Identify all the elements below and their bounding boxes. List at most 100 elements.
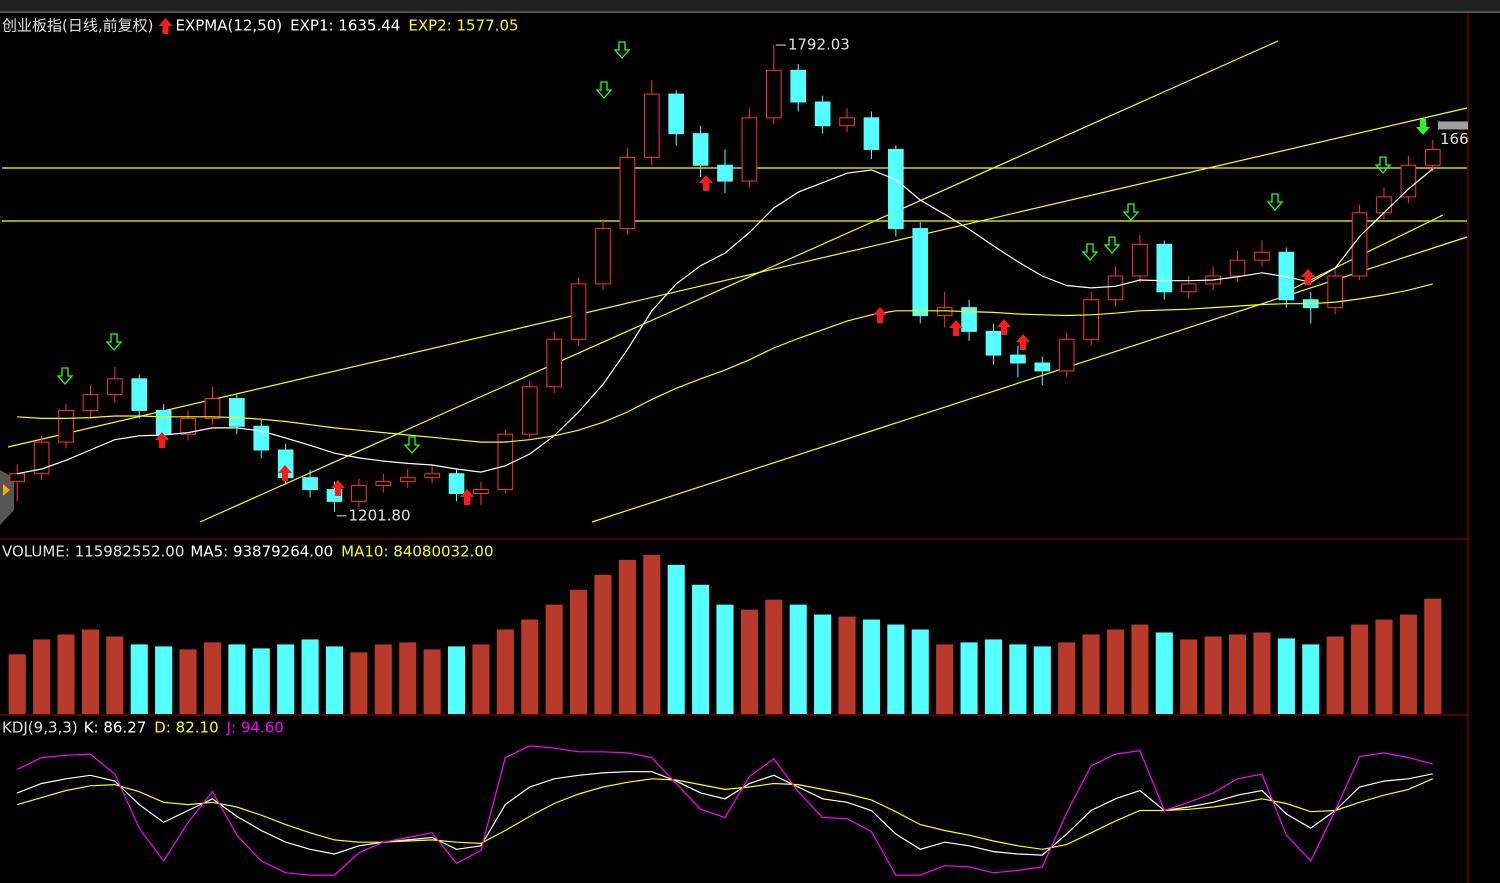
drawing-lines <box>2 40 1468 523</box>
indicator-line <box>17 283 1433 443</box>
volume-bar <box>1155 632 1173 714</box>
volume-bar <box>667 564 685 714</box>
indicator-line <box>17 168 1434 475</box>
annotation-label: 1201.80 <box>348 506 410 524</box>
trend-line <box>199 40 1279 523</box>
volume-bar <box>1106 629 1125 714</box>
volume-bar <box>740 609 758 714</box>
volume-bar <box>1204 636 1222 714</box>
candle-body <box>375 481 392 487</box>
plots: 1792.03 1201.80 166 <box>8 36 1469 876</box>
volume-bar <box>1424 598 1442 714</box>
volume-bar <box>81 629 99 714</box>
volume-bar <box>252 648 270 714</box>
volume-bar <box>1131 624 1149 714</box>
candle-body <box>985 330 1002 356</box>
volume-bar <box>1229 634 1247 714</box>
candle-body <box>351 485 367 502</box>
volume-bar <box>179 649 197 714</box>
price-tag: 166 <box>1440 130 1469 148</box>
volume-bar <box>716 604 734 714</box>
volume-bar <box>1180 639 1198 714</box>
candle-body <box>1083 299 1099 340</box>
volume-bar <box>618 559 636 714</box>
volume-bar <box>594 574 612 714</box>
candle-body <box>399 477 416 483</box>
legend-entry: EXPMA(12,50) <box>175 17 282 35</box>
volume-bar <box>228 644 246 714</box>
volume-bar <box>203 642 221 714</box>
candle-body <box>302 477 318 491</box>
volume-bar <box>911 629 929 714</box>
candle-body <box>180 417 196 435</box>
side-handle-arrow[interactable] <box>3 484 10 496</box>
candle-body <box>82 394 99 411</box>
volume-bar <box>1351 624 1369 714</box>
volume-bar <box>301 639 319 714</box>
candle-body <box>717 164 733 182</box>
candle-body <box>741 117 758 182</box>
volume-bar <box>1399 614 1417 714</box>
candle-body <box>1229 259 1246 277</box>
volume-bar <box>838 616 856 714</box>
volume-bar <box>472 644 490 714</box>
volume-bar <box>1009 644 1027 714</box>
volume-bar <box>130 644 148 714</box>
candle-body <box>765 69 782 119</box>
candle-body <box>1058 338 1075 372</box>
volume-bar <box>789 604 807 714</box>
candle-body <box>1034 362 1051 372</box>
volume-bar <box>8 654 26 714</box>
candle-body <box>326 489 343 502</box>
volume-bar <box>57 634 75 714</box>
candle-body <box>1180 283 1197 293</box>
volume-bar <box>1375 619 1393 714</box>
candle-body <box>1010 354 1026 364</box>
menu-bar <box>0 0 1500 11</box>
candle-body <box>448 473 465 494</box>
candle-body <box>424 473 440 479</box>
candle-body <box>473 489 489 494</box>
candle-body <box>595 228 611 285</box>
candle-body <box>131 378 148 411</box>
volume-bar <box>374 644 392 714</box>
price-tag-box <box>1438 121 1468 130</box>
candle-body <box>155 409 172 435</box>
candle-body <box>1376 196 1392 214</box>
candle-body <box>1400 164 1417 198</box>
indicator-line <box>17 778 1434 850</box>
volume-bar <box>399 642 417 714</box>
volume-bar <box>521 619 539 714</box>
volume-bar <box>155 646 173 714</box>
volume-bar <box>887 624 905 714</box>
volume-bar <box>862 619 880 714</box>
volume-bar <box>1253 632 1271 714</box>
trend-line <box>7 107 1468 448</box>
volume-bar <box>350 652 368 714</box>
candle-body <box>1156 243 1173 293</box>
annotation-label: 1792.03 <box>788 36 850 54</box>
candle-body <box>888 148 904 230</box>
candle-body <box>521 386 538 435</box>
panel-title: KDJ(9,3,3) <box>2 719 78 737</box>
candle-body <box>9 473 26 483</box>
volume-bar <box>33 639 51 714</box>
legend-entry: K: 86.27 <box>84 719 147 737</box>
volume-bar <box>692 584 710 714</box>
candle-body <box>814 101 831 127</box>
headers: 创业板指(日线,前复权) EXPMA(12,50) EXP1: 1635.44 EXP… <box>2 17 519 737</box>
volume-bar <box>423 649 441 714</box>
candle-body <box>619 156 636 230</box>
panel-title: VOLUME: 115982552.00 <box>2 543 184 561</box>
indicator-line <box>16 771 1433 856</box>
volume-bar <box>1302 644 1320 714</box>
volume-bar <box>545 604 563 714</box>
volume-bar <box>984 639 1003 714</box>
indicator-line <box>16 745 1433 876</box>
legend-entry: J: 94.60 <box>226 719 284 737</box>
candle-body <box>1351 212 1368 277</box>
candle-body <box>1254 251 1270 261</box>
side-handle[interactable] <box>0 470 14 525</box>
volume-bar <box>570 589 588 714</box>
